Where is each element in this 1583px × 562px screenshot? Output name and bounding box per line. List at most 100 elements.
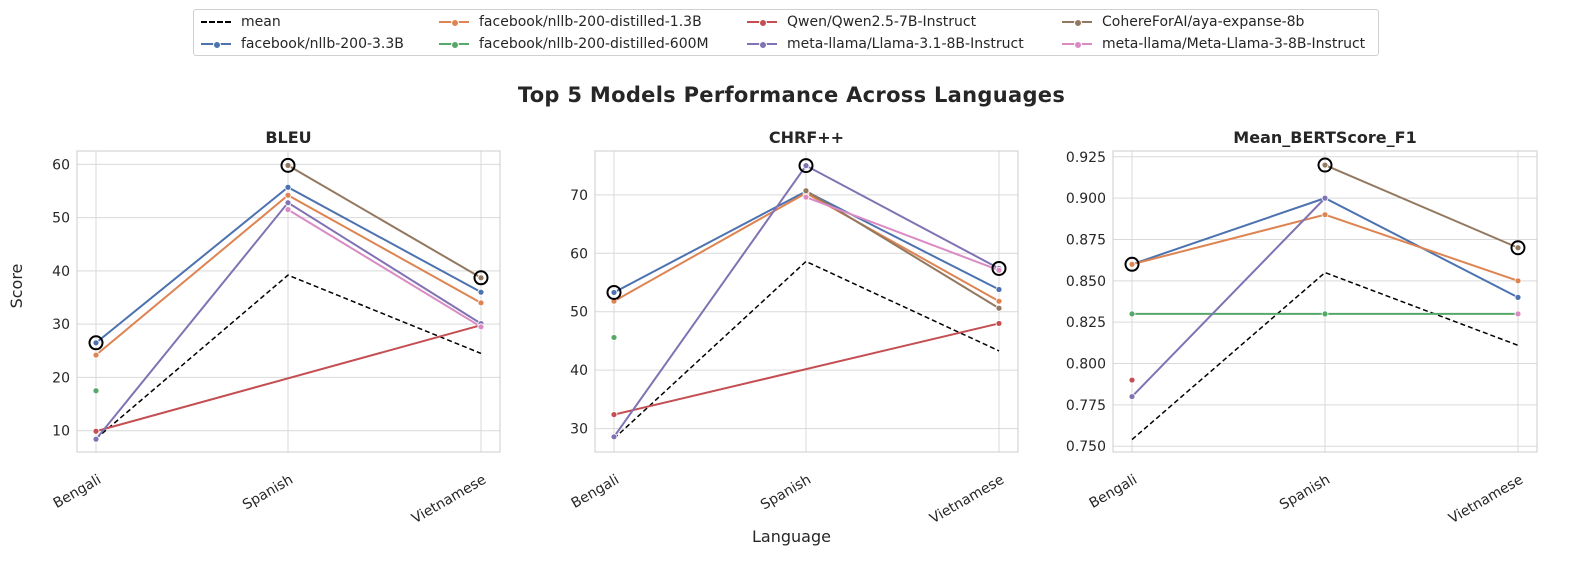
series-marker bbox=[1514, 244, 1522, 252]
best-score-marker bbox=[280, 157, 296, 173]
legend-item: facebook/nllb-200-distilled-1.3B bbox=[437, 12, 702, 32]
y-tick-label: 0.775 bbox=[1066, 398, 1106, 414]
legend: mean facebook/nllb-200-3.3B facebook/nll… bbox=[193, 9, 1379, 56]
legend-label: mean bbox=[241, 14, 281, 30]
series-marker bbox=[995, 320, 1003, 327]
y-tick-label: 40 bbox=[52, 264, 70, 280]
legend-label: facebook/nllb-200-3.3B bbox=[241, 36, 404, 52]
series-marker bbox=[610, 289, 618, 296]
y-tick-label: 0.750 bbox=[1066, 439, 1106, 455]
series-marker bbox=[284, 191, 292, 199]
x-tick-label: Spanish bbox=[240, 472, 296, 514]
plot-frame bbox=[76, 150, 501, 453]
series-marker bbox=[1321, 194, 1329, 202]
series-marker bbox=[284, 183, 292, 191]
series-marker bbox=[1514, 293, 1522, 301]
series-marker bbox=[1514, 277, 1522, 285]
series-marker bbox=[477, 323, 485, 331]
y-tick-label: 0.825 bbox=[1066, 315, 1106, 331]
legend-item: CohereForAI/aya-expanse-8b bbox=[1060, 12, 1304, 32]
x-tick-label: Spanish bbox=[758, 472, 814, 514]
series-marker bbox=[610, 411, 618, 418]
legend-swatch-marker bbox=[759, 41, 767, 49]
series-marker bbox=[1321, 211, 1329, 219]
series-marker bbox=[92, 435, 100, 443]
plot-frame bbox=[1112, 150, 1538, 453]
series-marker bbox=[284, 206, 292, 214]
series-marker bbox=[1321, 161, 1329, 169]
series-line bbox=[1324, 164, 1519, 249]
best-score-marker bbox=[798, 158, 814, 174]
best-score-marker bbox=[1317, 157, 1333, 173]
x-tick-label: Vietnamese bbox=[1446, 472, 1526, 527]
series-marker bbox=[995, 286, 1003, 293]
legend-label: CohereForAI/aya-expanse-8b bbox=[1102, 14, 1305, 30]
y-tick-label: 30 bbox=[570, 422, 588, 438]
legend-item: meta-llama/Llama-3.1-8B-Instruct bbox=[745, 34, 1024, 54]
series-marker bbox=[1128, 376, 1136, 384]
y-tick-label: 0.850 bbox=[1066, 274, 1106, 290]
best-score-marker bbox=[88, 335, 104, 351]
x-tick-label: Bengali bbox=[569, 472, 622, 512]
x-axis-label: Language bbox=[752, 527, 831, 546]
plot-frame bbox=[594, 150, 1019, 453]
y-tick-label: 50 bbox=[570, 305, 588, 321]
series-marker bbox=[802, 193, 810, 201]
legend-swatch bbox=[1060, 16, 1094, 28]
y-tick-label: 20 bbox=[52, 370, 70, 386]
legend-label: facebook/nllb-200-distilled-600M bbox=[479, 36, 709, 52]
y-tick-label: 70 bbox=[570, 188, 588, 204]
best-score-marker bbox=[473, 270, 489, 286]
legend-swatch bbox=[745, 16, 779, 28]
subplot-1: 10 20 30 40 50 60 Bengali Spanish Vietnamese BLEU bbox=[51, 128, 501, 527]
series-marker bbox=[284, 199, 292, 207]
subplot-3: 0.750 0.775 0.800 0.825 0.850 0.875 0.900 0.925… bbox=[1066, 128, 1538, 527]
y-tick-label: 0.925 bbox=[1066, 150, 1106, 166]
legend-swatch bbox=[199, 38, 233, 50]
legend-swatch bbox=[437, 16, 471, 28]
figure-title: Top 5 Models Performance Across Language… bbox=[517, 83, 1066, 107]
x-tick-label: Bengali bbox=[51, 472, 104, 512]
series-marker bbox=[995, 266, 1003, 274]
legend-item: meta-llama/Meta-Llama-3-8B-Instruct bbox=[1060, 34, 1365, 54]
series-marker bbox=[92, 351, 100, 359]
subplot-2: 30 40 50 60 70 Bengali Spanish Vietnamese CHRF++ bbox=[569, 128, 1019, 527]
series-marker bbox=[1128, 393, 1136, 400]
y-axis-label: Score bbox=[7, 263, 26, 309]
legend-swatch-line bbox=[201, 21, 231, 23]
legend-item: facebook/nllb-200-3.3B bbox=[199, 34, 404, 54]
legend-item: Qwen/Qwen2.5-7B-Instruct bbox=[745, 12, 976, 32]
best-score-marker bbox=[1510, 240, 1526, 256]
series-marker bbox=[1128, 310, 1136, 318]
series-line bbox=[613, 260, 1000, 440]
legend-label: meta-llama/Meta-Llama-3-8B-Instruct bbox=[1102, 36, 1366, 52]
series-line bbox=[1131, 197, 1326, 398]
subplot-title: BLEU bbox=[265, 128, 311, 147]
series-marker bbox=[1514, 310, 1522, 318]
legend-label: meta-llama/Llama-3.1-8B-Instruct bbox=[787, 36, 1024, 52]
y-tick-label: 10 bbox=[52, 424, 70, 440]
y-tick-label: 50 bbox=[52, 211, 70, 227]
series-marker bbox=[92, 427, 100, 435]
series-marker bbox=[477, 299, 485, 307]
series-marker bbox=[802, 187, 810, 195]
x-tick-label: Spanish bbox=[1277, 472, 1333, 514]
series-line bbox=[95, 274, 482, 440]
series-line bbox=[613, 322, 1000, 416]
legend-item: facebook/nllb-200-distilled-600M bbox=[437, 34, 709, 54]
series-marker bbox=[610, 433, 618, 441]
series-marker bbox=[995, 297, 1003, 305]
legend-label: facebook/nllb-200-distilled-1.3B bbox=[479, 14, 702, 30]
legend-item: mean bbox=[199, 12, 281, 32]
series-marker bbox=[284, 161, 292, 169]
best-score-marker bbox=[1124, 256, 1140, 272]
legend-swatch bbox=[1060, 38, 1094, 50]
series-marker bbox=[1128, 260, 1136, 268]
y-tick-label: 0.875 bbox=[1066, 232, 1106, 248]
legend-label: Qwen/Qwen2.5-7B-Instruct bbox=[787, 14, 977, 30]
y-tick-label: 40 bbox=[570, 363, 588, 379]
legend-swatch-marker bbox=[1074, 19, 1082, 27]
series-line bbox=[805, 196, 1000, 272]
series-line bbox=[1131, 271, 1519, 441]
series-marker bbox=[92, 387, 100, 395]
